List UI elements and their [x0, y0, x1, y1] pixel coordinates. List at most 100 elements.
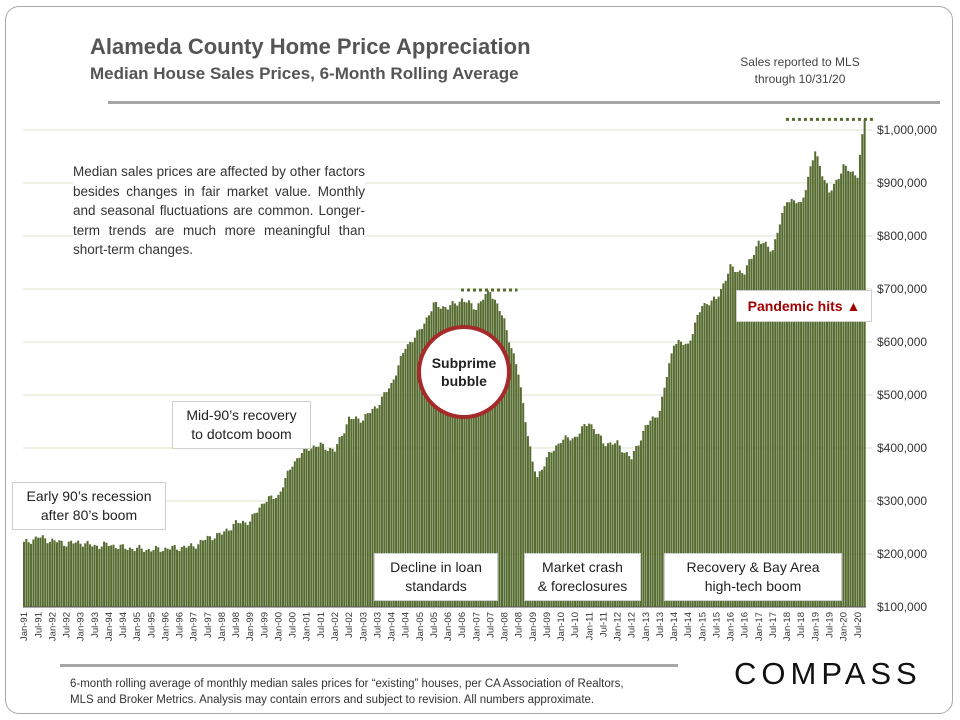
price-bar [81, 546, 84, 607]
price-bar [110, 545, 113, 607]
price-bar [369, 413, 372, 607]
x-tick-label: Jan-01 [302, 612, 313, 641]
price-bar [166, 548, 169, 607]
x-tick-label: Jul-99 [259, 612, 270, 638]
price-bar [197, 544, 200, 607]
price-bar [376, 408, 379, 607]
price-bar [209, 536, 212, 607]
price-bar [814, 151, 817, 607]
annotation-mid-90s-line1: Mid-90’s recovery [186, 407, 297, 423]
annotation-decline: Decline in loan standards [374, 553, 498, 601]
x-tick-label: Jul-07 [485, 612, 496, 638]
price-bar [720, 289, 723, 607]
price-bar [126, 549, 129, 607]
price-bar [460, 298, 463, 607]
annotation-early-90s: Early 90’s recession after 80’s boom [12, 482, 166, 530]
price-bar [416, 330, 419, 607]
annotation-mid-90s: Mid-90’s recovery to dotcom boom [172, 401, 311, 449]
price-bar [164, 547, 167, 607]
price-bar [194, 548, 197, 607]
price-bar [750, 258, 753, 607]
price-bar [432, 302, 435, 607]
price-bar [48, 541, 51, 607]
price-bar [34, 536, 37, 607]
price-bar [705, 304, 708, 607]
x-tick-label: Jan-14 [669, 612, 680, 641]
price-bar [340, 435, 343, 607]
price-bar [114, 548, 117, 607]
price-bar [696, 314, 699, 607]
price-bar [501, 315, 504, 607]
price-bar [387, 388, 390, 607]
price-bar [498, 311, 501, 607]
price-bar [479, 301, 482, 607]
y-tick-label: $900,000 [877, 176, 927, 190]
price-bar [764, 241, 767, 608]
price-bar [505, 330, 508, 607]
price-bar [211, 540, 214, 607]
price-bar [329, 447, 332, 607]
price-bar [39, 537, 42, 607]
price-bar [37, 537, 40, 607]
price-bar [736, 272, 739, 607]
price-bar [840, 173, 843, 607]
price-bar [206, 535, 209, 607]
price-bar [776, 232, 779, 607]
x-tick-label: Jul-18 [796, 612, 807, 638]
price-bar [355, 416, 358, 607]
price-bar [390, 382, 393, 607]
price-bar [675, 343, 678, 607]
price-bar [639, 440, 642, 607]
price-bar [260, 503, 263, 607]
x-tick-label: Jan-10 [556, 612, 567, 641]
price-bar [274, 498, 277, 607]
price-bar [333, 451, 336, 607]
x-tick-label: Jul-19 [825, 612, 836, 638]
price-bar [107, 545, 110, 607]
footnote-line2: MLS and Broker Metrics. Analysis may con… [70, 694, 595, 706]
price-bar [84, 543, 87, 607]
price-bar [524, 422, 527, 607]
chart-subtitle: Median House Sales Prices, 6-Month Rolli… [90, 64, 519, 83]
price-bar [774, 239, 777, 607]
price-bar [616, 440, 619, 607]
annotation-mid-90s-line2: to dotcom boom [191, 426, 292, 442]
price-bar [437, 307, 440, 607]
x-tick-label: Jan-11 [584, 612, 595, 640]
price-bar [745, 265, 748, 607]
price-bar [100, 546, 103, 607]
price-bar [451, 301, 454, 607]
price-bar [256, 512, 259, 607]
price-bar [218, 532, 221, 607]
price-bar [729, 264, 732, 607]
x-tick-label: Jul-08 [514, 612, 525, 638]
price-bar [352, 418, 355, 607]
price-bar [654, 417, 657, 607]
price-bar [30, 543, 33, 607]
price-bar [322, 443, 325, 607]
price-bar [446, 309, 449, 607]
x-tick-label: Jul-97 [203, 612, 214, 638]
x-tick-label: Jul-05 [429, 612, 440, 638]
price-bar [343, 433, 346, 607]
price-bar [684, 343, 687, 607]
price-bar [651, 416, 654, 607]
price-bar [383, 392, 386, 607]
price-bar [863, 119, 866, 608]
price-bar [727, 273, 730, 607]
x-tick-label: Jan-99 [245, 612, 256, 641]
price-bar [861, 134, 864, 607]
price-bar [136, 547, 139, 607]
price-bar [529, 446, 532, 607]
price-bar [538, 471, 541, 607]
price-bar [637, 445, 640, 607]
x-tick-label: Jul-00 [288, 612, 299, 638]
price-bar [296, 458, 299, 607]
x-tick-label: Jan-94 [104, 612, 115, 641]
price-bar [310, 448, 313, 607]
price-bar [642, 430, 645, 607]
price-bar [837, 178, 840, 608]
price-bar [682, 344, 685, 607]
price-bar [143, 552, 146, 607]
price-bar [178, 551, 181, 607]
